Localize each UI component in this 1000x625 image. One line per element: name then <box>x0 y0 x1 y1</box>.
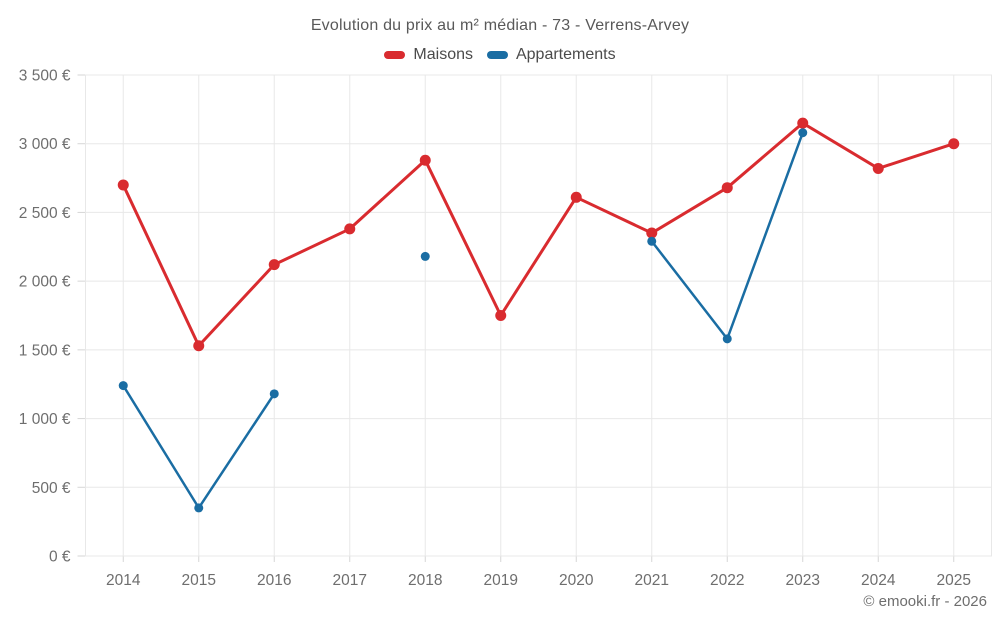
svg-text:2017: 2017 <box>333 572 367 589</box>
svg-text:2025: 2025 <box>937 572 971 589</box>
svg-text:2020: 2020 <box>559 572 594 589</box>
svg-text:2016: 2016 <box>257 572 291 589</box>
svg-text:2015: 2015 <box>182 572 216 589</box>
svg-text:2018: 2018 <box>408 572 442 589</box>
svg-text:2014: 2014 <box>106 572 141 589</box>
appartements-series-swatch-icon <box>486 51 508 59</box>
svg-text:2019: 2019 <box>484 572 518 589</box>
svg-text:2022: 2022 <box>710 572 744 589</box>
chart-title: Evolution du prix au m² médian - 73 - Ve… <box>310 17 690 34</box>
copyright-footer: © emooki.fr - 2026 <box>863 593 987 610</box>
legend-label-appartements: Appartements <box>515 46 616 63</box>
svg-text:3 500 €: 3 500 € <box>19 68 71 85</box>
svg-text:1 500 €: 1 500 € <box>19 342 71 359</box>
svg-text:0 €: 0 € <box>49 549 71 566</box>
svg-text:2 000 €: 2 000 € <box>19 274 71 291</box>
svg-text:2023: 2023 <box>786 572 820 589</box>
svg-text:2 500 €: 2 500 € <box>19 205 71 222</box>
svg-text:1 000 €: 1 000 € <box>19 411 71 428</box>
legend-label-maisons: Maisons <box>413 46 473 63</box>
legend-item-maisons[interactable]: Maisons <box>384 46 473 64</box>
maisons-series-swatch-icon <box>384 51 406 59</box>
svg-text:2021: 2021 <box>635 572 669 589</box>
svg-text:3 000 €: 3 000 € <box>19 136 71 153</box>
svg-text:2024: 2024 <box>861 572 896 589</box>
chart-legend: Maisons Appartements <box>0 46 1000 64</box>
svg-text:500 €: 500 € <box>32 480 71 497</box>
legend-item-appartements[interactable]: Appartements <box>486 46 616 64</box>
